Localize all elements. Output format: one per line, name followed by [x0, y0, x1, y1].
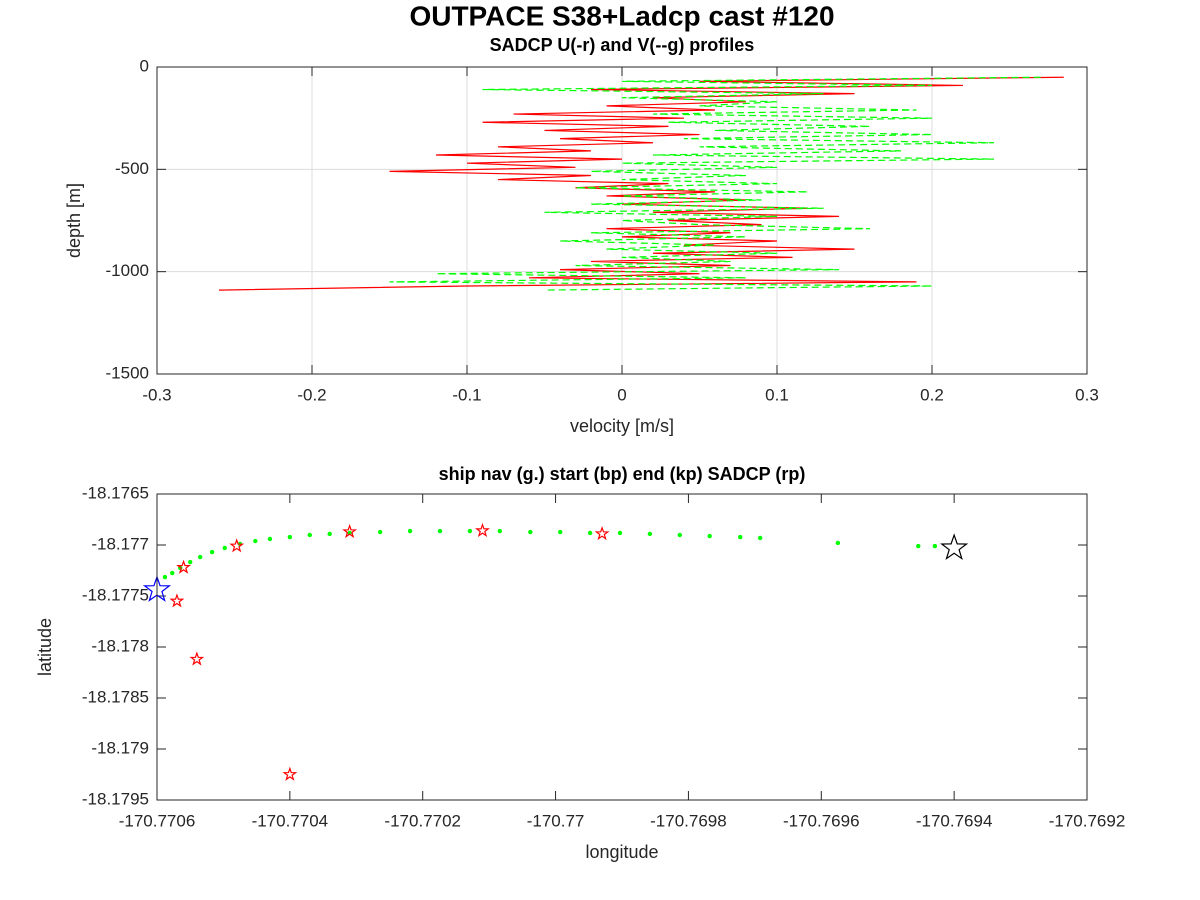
- star-marker: [189, 651, 205, 666]
- star-marker: [940, 533, 969, 561]
- nav-point: [197, 554, 203, 560]
- nav-point: [528, 529, 533, 535]
- profile-line: [218, 76, 1064, 291]
- nav-point: [587, 530, 593, 536]
- y-tick-label: -500: [115, 159, 149, 178]
- y-tick-label: -18.178: [91, 636, 149, 655]
- y-tick-label: -18.1765: [82, 483, 149, 502]
- y-tick-label: -18.177: [91, 534, 149, 553]
- x-tick-label: 0.1: [765, 385, 789, 404]
- x-tick-label: -0.3: [142, 385, 171, 404]
- nav-point: [437, 528, 443, 534]
- nav-point: [287, 534, 293, 540]
- y-axis-label: latitude: [35, 618, 55, 676]
- y-tick-label: -18.179: [91, 738, 149, 757]
- y-tick-label: -18.1785: [82, 687, 149, 706]
- star-marker: [282, 766, 298, 781]
- y-tick-label: -18.1775: [82, 585, 149, 604]
- nav-point: [617, 530, 623, 536]
- nav-point: [467, 528, 473, 534]
- nav-point: [209, 549, 215, 555]
- y-tick-label: -1500: [106, 363, 149, 382]
- nav-point: [347, 530, 352, 536]
- nav-point: [707, 533, 712, 539]
- x-tick-label: 0: [617, 385, 626, 404]
- nav-point: [558, 529, 563, 535]
- x-axis-label: longitude: [585, 842, 658, 862]
- x-tick-label: -170.7706: [119, 811, 196, 830]
- star-marker: [475, 522, 490, 538]
- y-tick-label: -1000: [106, 261, 149, 280]
- x-tick-label: -0.2: [297, 385, 326, 404]
- nav-point: [916, 543, 921, 549]
- x-axis-label: velocity [m/s]: [570, 416, 674, 436]
- x-tick-label: -170.7704: [252, 811, 329, 830]
- y-tick-label: -18.1795: [82, 789, 149, 808]
- y-axis-label: depth [m]: [64, 183, 84, 258]
- nav-point: [757, 535, 763, 541]
- x-tick-label: -170.7698: [650, 811, 727, 830]
- x-tick-label: 0.2: [920, 385, 944, 404]
- nav-point: [497, 528, 502, 534]
- star-marker: [342, 523, 358, 539]
- nav-point: [932, 543, 938, 549]
- nav-point: [738, 534, 743, 540]
- star-marker: [594, 525, 610, 541]
- plot-area: [157, 494, 1087, 800]
- nav-point: [307, 532, 312, 538]
- chart-title: ship nav (g.) start (bp) end (kp) SADCP …: [439, 464, 806, 484]
- nav-point: [407, 528, 413, 534]
- axes-box: [156, 493, 1088, 801]
- nav-point: [267, 536, 273, 542]
- nav-point: [170, 570, 175, 576]
- star-marker: [229, 538, 245, 553]
- profile-line: [389, 76, 1041, 291]
- nav-point: [378, 529, 383, 535]
- figure-title: OUTPACE S38+Ladcp cast #120: [409, 0, 834, 31]
- nav-point: [253, 538, 258, 544]
- nav-point: [162, 574, 168, 580]
- chart-subtitle: SADCP U(-r) and V(--g) profiles: [490, 35, 755, 55]
- x-tick-label: -0.1: [452, 385, 481, 404]
- x-tick-label: 0.3: [1075, 385, 1099, 404]
- y-tick-label: 0: [140, 56, 149, 75]
- nav-point: [222, 545, 227, 551]
- nav-point: [835, 540, 841, 546]
- x-tick-label: -170.77: [527, 811, 585, 830]
- nav-point: [188, 559, 193, 565]
- axes-box: [156, 66, 1088, 375]
- nav-point: [327, 531, 332, 537]
- star-marker: [169, 593, 185, 608]
- x-tick-label: -170.7702: [384, 811, 461, 830]
- star-marker: [176, 559, 192, 574]
- nav-point: [647, 531, 653, 537]
- x-tick-label: -170.7696: [783, 811, 860, 830]
- nav-point: [677, 532, 682, 538]
- x-tick-label: -170.7692: [1049, 811, 1126, 830]
- x-tick-label: -170.7694: [916, 811, 993, 830]
